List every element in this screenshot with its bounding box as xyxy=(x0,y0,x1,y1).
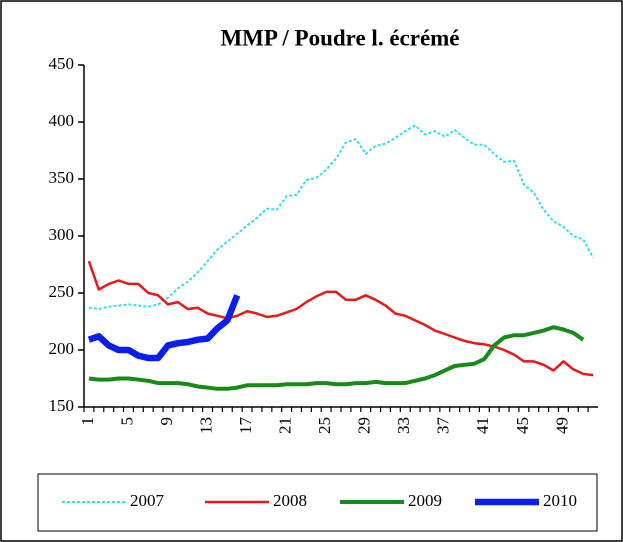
x-tick-label: 29 xyxy=(355,417,374,434)
legend-box xyxy=(37,473,598,532)
x-tick-label: 1 xyxy=(78,417,97,426)
x-tick-label: 37 xyxy=(434,417,453,435)
x-tick-label: 21 xyxy=(276,417,295,434)
x-tick-label: 9 xyxy=(157,417,176,426)
x-tick-label: 33 xyxy=(394,417,413,434)
x-tick-label: 25 xyxy=(315,417,334,434)
chart-title: MMP / Poudre l. écrémé xyxy=(220,25,459,50)
legend-label: 2010 xyxy=(543,491,577,510)
y-tick-label: 400 xyxy=(49,111,75,130)
legend-label: 2009 xyxy=(408,491,442,510)
series-line xyxy=(88,325,585,391)
y-tick-label: 150 xyxy=(49,396,75,415)
x-tick-label: 5 xyxy=(117,417,136,426)
y-tick-label: 300 xyxy=(49,225,75,244)
y-tick-label: 200 xyxy=(49,339,75,358)
series-line xyxy=(88,124,594,310)
series-line xyxy=(87,294,241,362)
legend-label: 2008 xyxy=(273,491,307,510)
x-tick-label: 49 xyxy=(552,417,571,434)
series-line xyxy=(87,260,594,377)
x-tick-label: 45 xyxy=(513,417,532,434)
y-tick-label: 250 xyxy=(49,282,75,301)
x-tick-label: 17 xyxy=(236,417,255,435)
y-tick-label: 450 xyxy=(49,54,75,73)
x-tick-label: 13 xyxy=(196,417,215,434)
legend-label: 2007 xyxy=(130,491,165,510)
x-tick-label: 41 xyxy=(473,417,492,434)
y-tick-label: 350 xyxy=(49,168,75,187)
